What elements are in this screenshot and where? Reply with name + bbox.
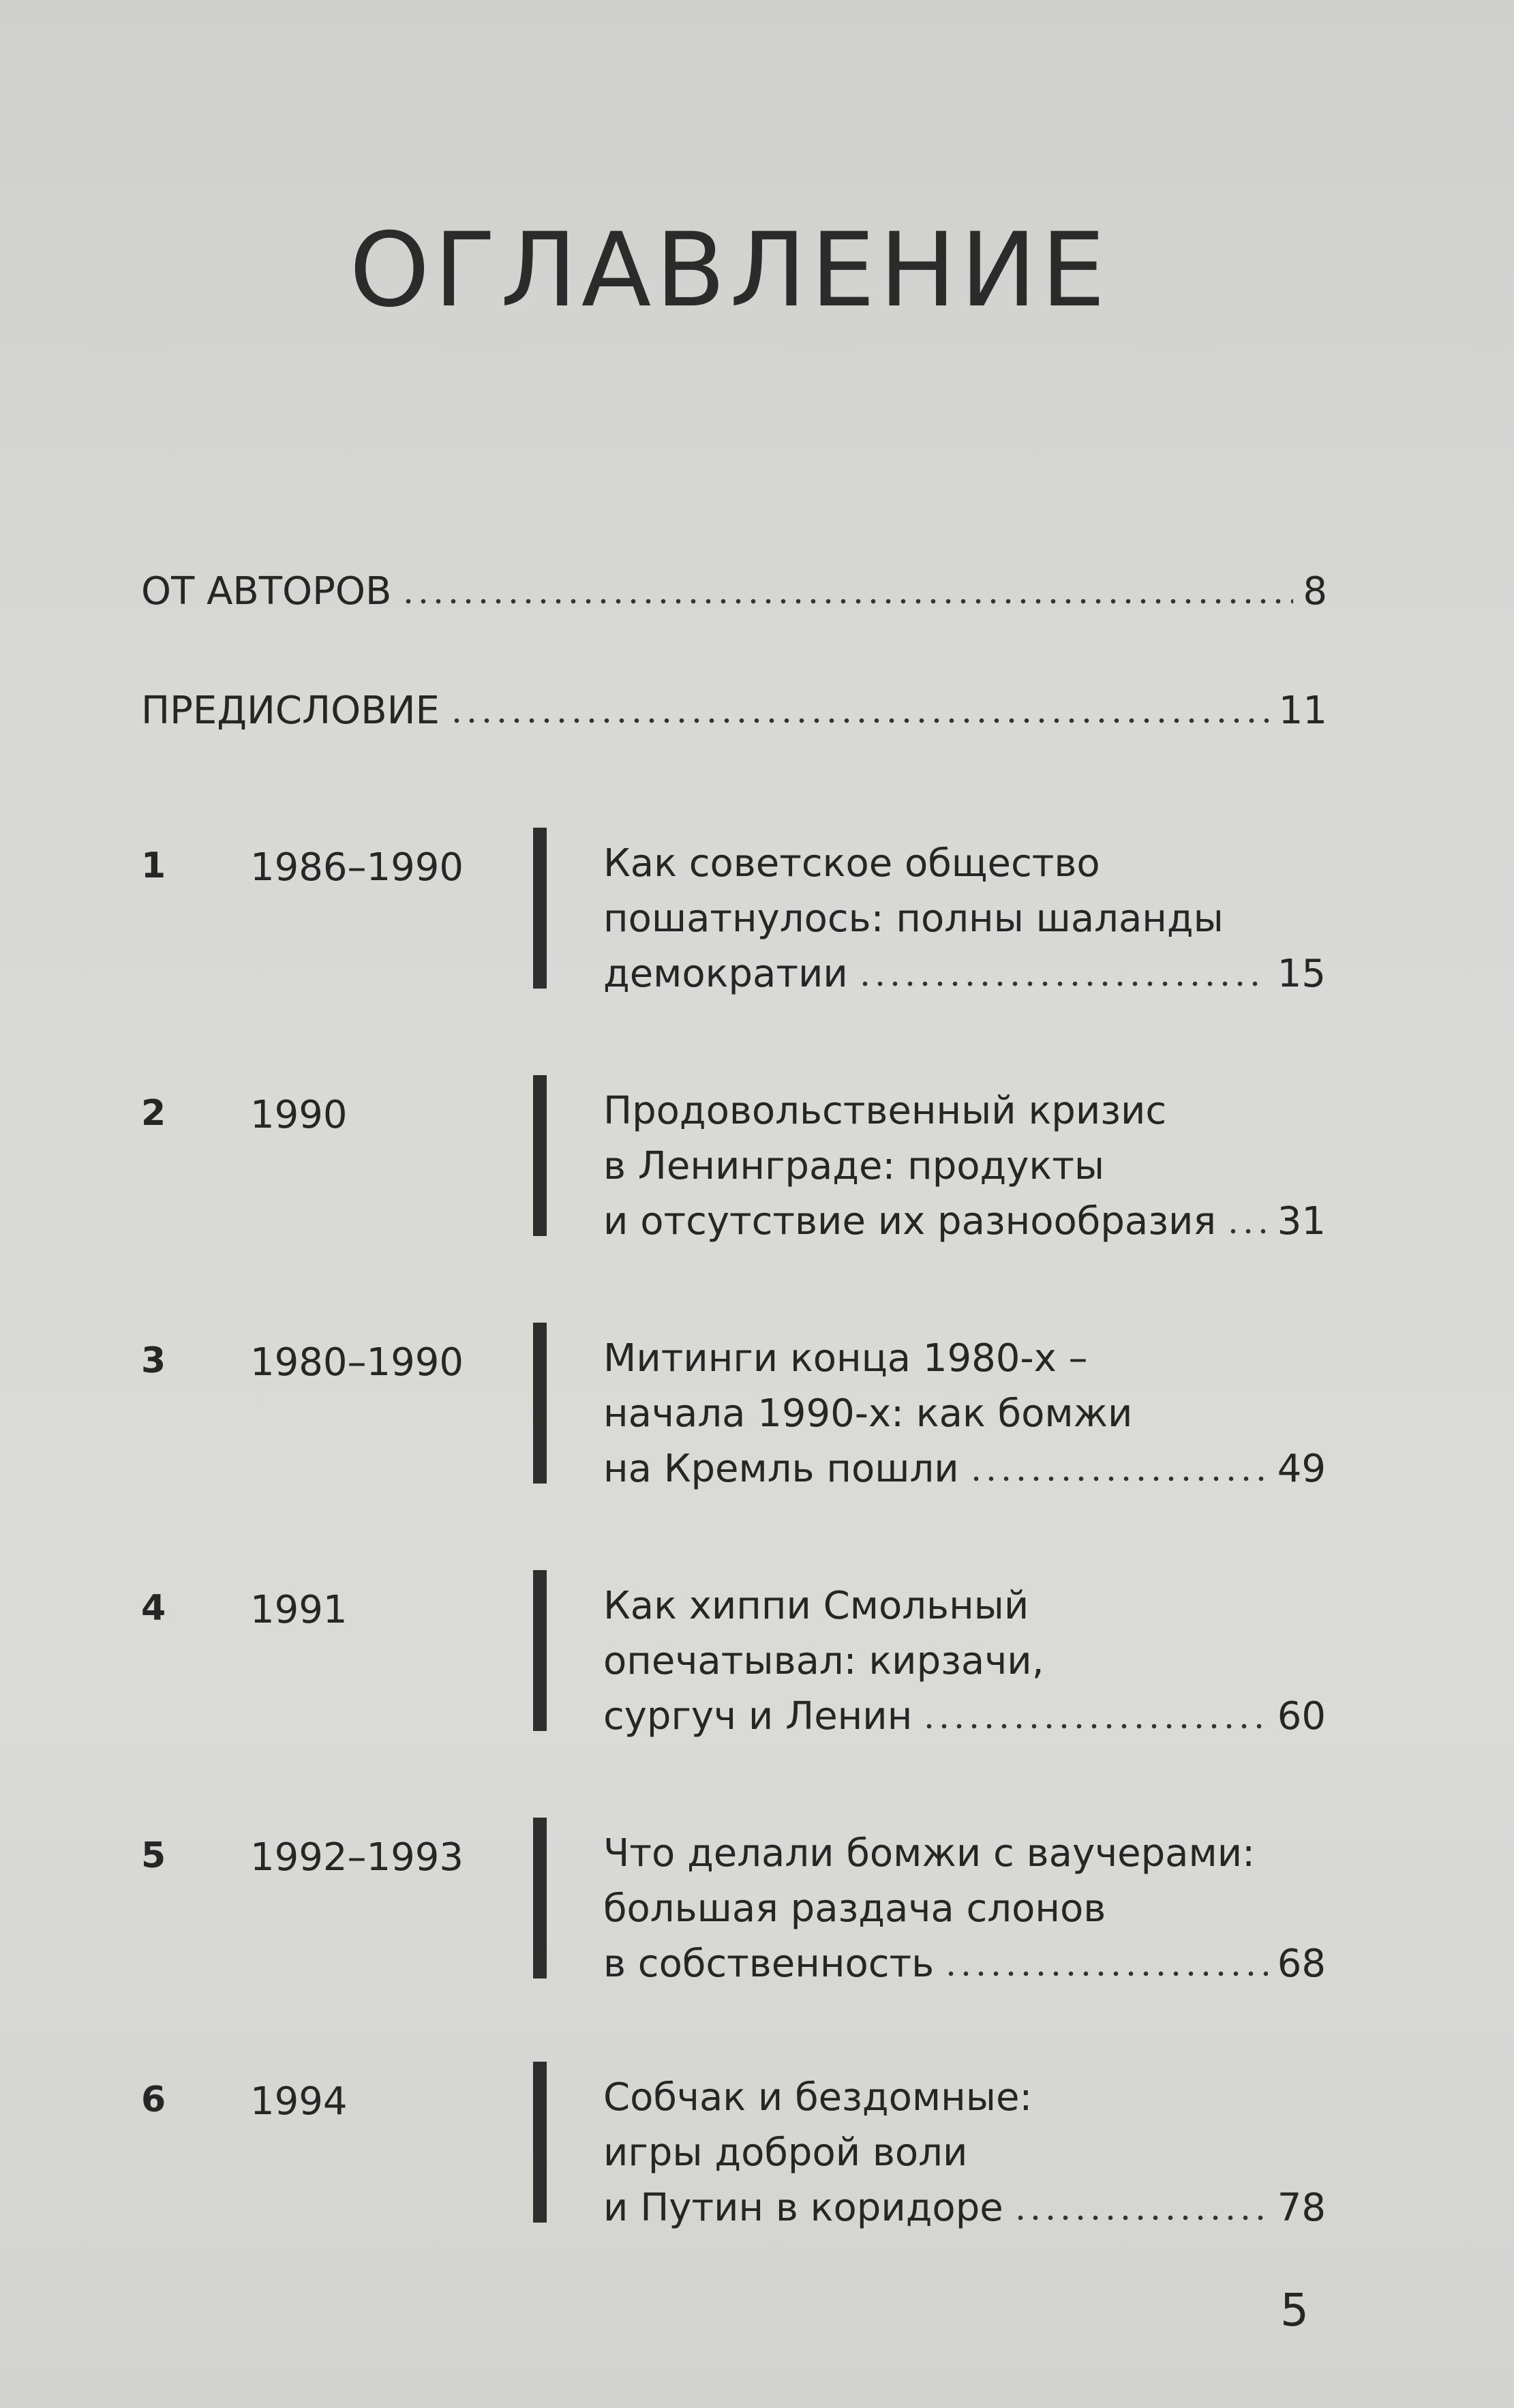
chapter-title-line: Как хиппи Смольный — [603, 1584, 1029, 1628]
chapter-year: 1990 — [250, 1093, 348, 1137]
chapter-number: 4 — [141, 1588, 166, 1629]
dot-leader — [922, 1724, 1268, 1729]
chapter-number: 2 — [141, 1093, 166, 1134]
chapter-page: 49 — [1277, 1447, 1326, 1491]
vertical-bar-divider — [533, 1075, 547, 1236]
chapter-title-line: начала 1990-х: как бомжи — [603, 1391, 1133, 1436]
page-title: ОГЛАВЛЕНИЕ — [349, 211, 1110, 330]
chapter-title-line: демократии — [603, 952, 848, 996]
dot-leader — [401, 599, 1294, 604]
chapter-title-line: Как советское общество — [603, 841, 1100, 886]
chapter-title-line: опечатывал: кирзачи, — [603, 1639, 1044, 1683]
chapter-title-line: в собственность — [603, 1942, 935, 1986]
chapter-year: 1991 — [250, 1588, 348, 1632]
chapter-page: 15 — [1277, 952, 1326, 996]
entry-page: 8 — [1303, 569, 1327, 614]
chapter-page: 60 — [1277, 1694, 1326, 1739]
chapter-title-line: Собчак и бездомные: — [603, 2075, 1033, 2120]
chapter-page: 31 — [1277, 1199, 1326, 1244]
toc-chapter-entry: 3 1980–1990 Митинги конца 1980-х – начал… — [0, 1323, 1514, 1559]
vertical-bar-divider — [533, 1818, 547, 1978]
chapter-title-line: и отсутствие их разнообразия — [603, 1199, 1217, 1244]
chapter-title-line: в Ленинграде: продукты — [603, 1144, 1105, 1188]
toc-chapter-entry: 4 1991 Как хиппи Смольный опечатывал: ки… — [0, 1570, 1514, 1806]
chapter-title-line: на Кремль пошли — [603, 1447, 959, 1491]
toc-entry-preface: ПРЕДИСЛОВИЕ 11 — [141, 689, 1327, 733]
chapter-page: 78 — [1277, 2186, 1326, 2230]
page-number: 5 — [1280, 2284, 1309, 2336]
toc-chapter-entry: 5 1992–1993 Что делали бомжи с ваучерами… — [0, 1818, 1514, 2053]
dot-leader — [449, 718, 1269, 723]
chapter-title-line: Продовольственный кризис — [603, 1089, 1167, 1133]
chapter-year: 1992–1993 — [250, 1835, 464, 1880]
chapter-number: 5 — [141, 1835, 166, 1876]
chapter-title-line: Что делали бомжи с ваучерами: — [603, 1831, 1255, 1876]
dot-leader — [857, 981, 1268, 987]
chapter-title-line: большая раздача слонов — [603, 1886, 1106, 1931]
chapter-title-line: пошатнулось: полны шаланды — [603, 897, 1224, 941]
toc-chapter-entry: 2 1990 Продовольственный кризис в Ленинг… — [0, 1075, 1514, 1311]
vertical-bar-divider — [533, 1323, 547, 1484]
vertical-bar-divider — [533, 828, 547, 989]
toc-chapter-entry: 6 1994 Собчак и бездомные: игры доброй в… — [0, 2062, 1514, 2298]
vertical-bar-divider — [533, 1570, 547, 1731]
entry-label: ОТ АВТОРОВ — [141, 569, 392, 614]
vertical-bar-divider — [533, 2062, 547, 2223]
dot-leader — [1226, 1229, 1268, 1234]
toc-entry-from-authors: ОТ АВТОРОВ 8 — [141, 569, 1327, 614]
dot-leader — [943, 1971, 1268, 1976]
entry-label: ПРЕДИСЛОВИЕ — [141, 689, 440, 733]
chapter-number: 3 — [141, 1340, 166, 1381]
chapter-year: 1994 — [250, 2079, 348, 2124]
dot-leader — [1012, 2215, 1268, 2221]
toc-chapter-entry: 1 1986–1990 Как советское общество пошат… — [0, 828, 1514, 1064]
chapter-year: 1986–1990 — [250, 845, 464, 890]
chapter-title-line: сургуч и Ленин — [603, 1694, 913, 1739]
entry-page: 11 — [1278, 689, 1327, 733]
chapter-page: 68 — [1277, 1942, 1326, 1986]
chapter-title-line: и Путин в коридоре — [603, 2186, 1003, 2230]
chapter-title-line: игры доброй воли — [603, 2131, 968, 2175]
chapter-number: 1 — [141, 845, 166, 886]
dot-leader — [968, 1476, 1268, 1481]
chapter-title-line: Митинги конца 1980-х – — [603, 1336, 1088, 1381]
chapter-year: 1980–1990 — [250, 1340, 464, 1385]
chapter-number: 6 — [141, 2079, 166, 2120]
